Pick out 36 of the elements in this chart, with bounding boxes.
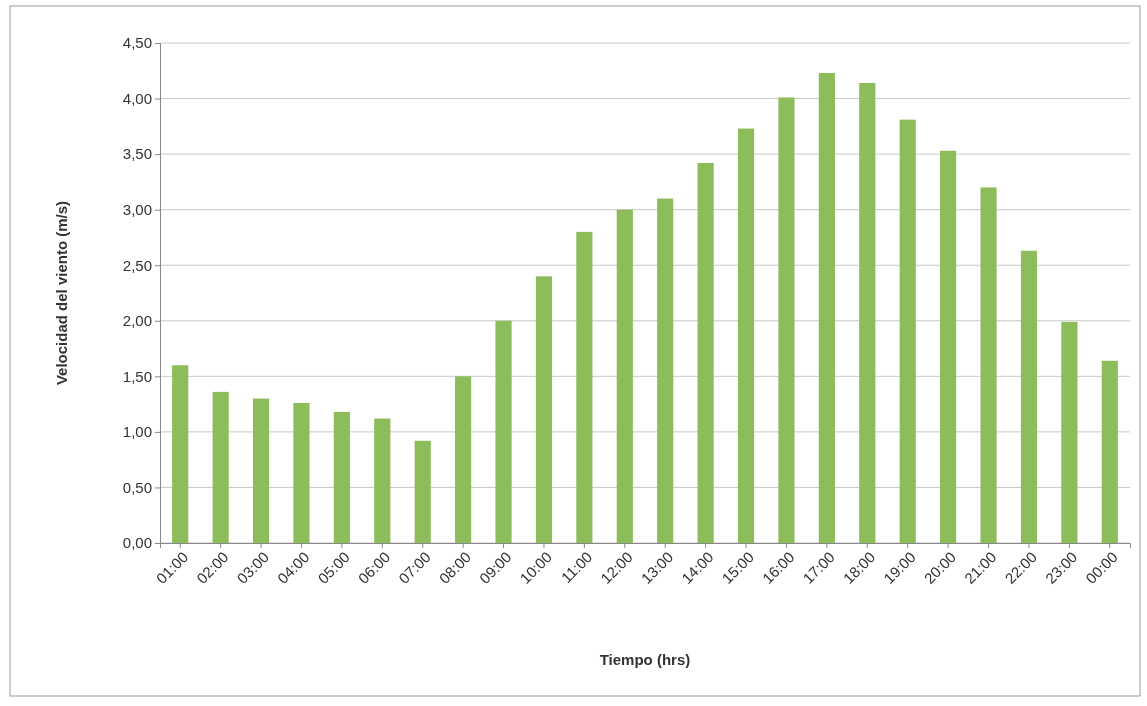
bar xyxy=(657,198,674,543)
bar xyxy=(818,73,835,543)
bar xyxy=(697,163,714,543)
bar xyxy=(495,320,512,543)
bar xyxy=(778,97,795,543)
y-axis-title: Velocidad del viento (m/s) xyxy=(53,200,70,386)
y-tick-label: 3,50 xyxy=(122,145,152,163)
bar xyxy=(333,411,350,543)
bar xyxy=(940,150,957,543)
x-axis-title: Tiempo (hrs) xyxy=(599,651,691,668)
y-tick-label: 2,00 xyxy=(122,312,152,330)
y-tick-label: 2,50 xyxy=(122,256,152,274)
bar xyxy=(212,391,229,543)
bar xyxy=(980,187,997,543)
bar xyxy=(374,418,391,543)
bar xyxy=(252,398,270,543)
bar xyxy=(616,209,633,543)
y-tick-label: 1,50 xyxy=(122,367,152,385)
bar xyxy=(1101,360,1118,543)
y-tick-label: 3,00 xyxy=(122,200,152,218)
y-tick-label: 4,00 xyxy=(122,89,152,107)
y-tick-label: 0,50 xyxy=(122,478,152,496)
y-tick-label: 4,50 xyxy=(122,34,152,52)
bar xyxy=(737,128,755,543)
bar xyxy=(1061,321,1078,543)
y-tick-label: 0,00 xyxy=(122,534,152,552)
bar xyxy=(455,376,472,543)
y-tick-label: 1,00 xyxy=(122,423,152,441)
bar xyxy=(1020,250,1038,543)
bar xyxy=(535,276,553,543)
bar xyxy=(414,440,431,543)
bar xyxy=(293,403,310,543)
bar xyxy=(172,365,189,543)
bar xyxy=(576,231,593,543)
bar xyxy=(899,119,916,543)
bar xyxy=(859,83,876,543)
